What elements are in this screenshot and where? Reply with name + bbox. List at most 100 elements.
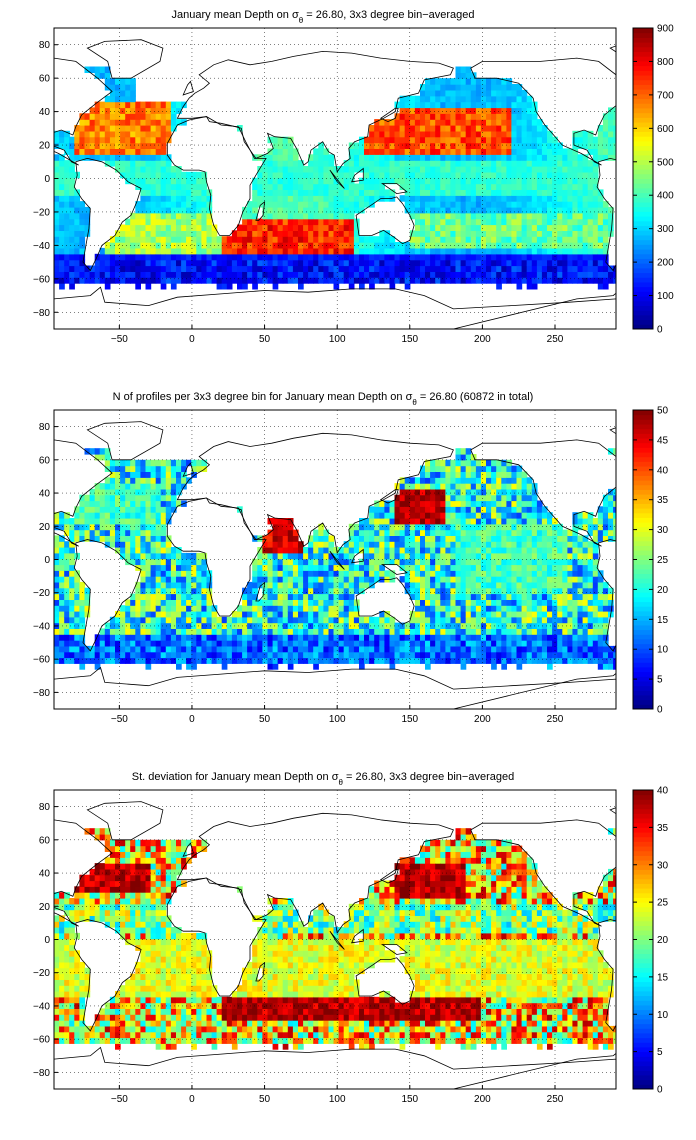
heatmap-cell (486, 107, 492, 114)
heatmap-cell (54, 201, 60, 208)
heatmap-cell (109, 253, 116, 261)
heatmap-cell (170, 611, 177, 618)
heatmap-cell (140, 242, 147, 249)
heatmap-cell (115, 518, 121, 525)
heatmap-cell (292, 171, 299, 179)
heatmap-cell (480, 564, 487, 571)
heatmap-cell (394, 166, 401, 173)
heatmap-cell (409, 657, 416, 664)
heatmap-cell (196, 201, 202, 208)
heatmap-cell (592, 218, 599, 226)
heatmap-cell (435, 640, 441, 647)
heatmap-cell (404, 148, 411, 155)
heatmap-cell (333, 242, 340, 249)
heatmap-cell (323, 218, 330, 226)
heatmap-cell (435, 142, 441, 149)
heatmap-cell (480, 119, 487, 126)
heatmap-cell (506, 177, 513, 185)
heatmap-cell (389, 622, 396, 629)
heatmap-cell (435, 570, 441, 577)
heatmap-cell (374, 236, 380, 243)
colorbar-tick-label: 0 (657, 325, 663, 336)
heatmap-cell (186, 576, 192, 583)
heatmap-cell (272, 283, 279, 290)
heatmap-cell (425, 587, 431, 595)
heatmap-cell (303, 195, 309, 202)
heatmap-cell (74, 581, 80, 589)
heatmap-cell (262, 576, 269, 583)
heatmap-cell (430, 471, 436, 478)
heatmap-cell (460, 558, 467, 566)
heatmap-cell (547, 166, 553, 173)
heatmap-cell (196, 611, 202, 618)
heatmap-cell (353, 576, 360, 583)
heatmap-cell (176, 605, 182, 612)
heatmap-cell (445, 189, 452, 196)
heatmap-cell (440, 171, 446, 179)
heatmap-cell (150, 277, 157, 284)
heatmap-cell (140, 494, 147, 502)
heatmap-cell (420, 471, 426, 478)
heatmap-cell (572, 130, 579, 138)
heatmap-cell (84, 512, 91, 519)
heatmap-cell (404, 253, 411, 261)
heatmap-cell (425, 558, 431, 566)
heatmap-cell (577, 206, 584, 214)
heatmap-cell (89, 523, 96, 531)
heatmap-cell (292, 657, 299, 664)
heatmap-cell (160, 477, 167, 484)
heatmap-cell (491, 506, 497, 513)
heatmap-cell (323, 166, 330, 173)
heatmap-cell (440, 465, 446, 472)
heatmap-cell (308, 605, 314, 612)
heatmap-cell (333, 189, 340, 196)
heatmap-cell (150, 483, 157, 490)
heatmap-cell (455, 271, 462, 278)
heatmap-cell (165, 488, 172, 496)
heatmap-cell (328, 206, 335, 214)
heatmap-cell (69, 247, 75, 255)
heatmap-cell (389, 616, 396, 624)
heatmap-cell (150, 634, 157, 641)
heatmap-cell (455, 253, 462, 261)
heatmap-cell (120, 119, 126, 126)
heatmap-cell (465, 253, 472, 261)
heatmap-cell (318, 259, 324, 267)
heatmap-cell (125, 459, 131, 467)
heatmap-cell (496, 160, 502, 167)
heatmap-cell (582, 253, 589, 261)
heatmap-cell (282, 581, 289, 589)
heatmap-cell (318, 651, 324, 659)
heatmap-cell (165, 271, 172, 278)
heatmap-cell (389, 651, 396, 659)
heatmap-cell (409, 277, 416, 284)
heatmap-cell (374, 160, 380, 167)
heatmap-cell (277, 587, 284, 595)
heatmap-cell (145, 581, 152, 589)
heatmap-cell (480, 247, 487, 255)
heatmap-cell (109, 651, 116, 659)
heatmap-cell (430, 500, 436, 507)
heatmap-cell (425, 547, 431, 554)
heatmap-cell (135, 101, 141, 109)
heatmap-cell (298, 265, 304, 272)
heatmap-cell (369, 130, 375, 138)
heatmap-cell (460, 242, 467, 249)
heatmap-cell (120, 651, 126, 659)
heatmap-cell (74, 529, 80, 536)
heatmap-cell (84, 448, 91, 455)
heatmap-cell (455, 459, 462, 467)
heatmap-cell (445, 488, 452, 496)
heatmap-cell (191, 576, 197, 583)
heatmap-cell (160, 247, 167, 255)
heatmap-cell (557, 247, 563, 255)
heatmap-cell (420, 587, 426, 595)
heatmap-cell (541, 253, 548, 261)
heatmap-cell (277, 622, 284, 629)
heatmap-cell (592, 148, 599, 155)
heatmap-cell (435, 587, 441, 595)
heatmap-cell (536, 230, 543, 237)
heatmap-cell (506, 189, 513, 196)
heatmap-cell (470, 195, 477, 202)
heatmap-cell (165, 218, 172, 226)
